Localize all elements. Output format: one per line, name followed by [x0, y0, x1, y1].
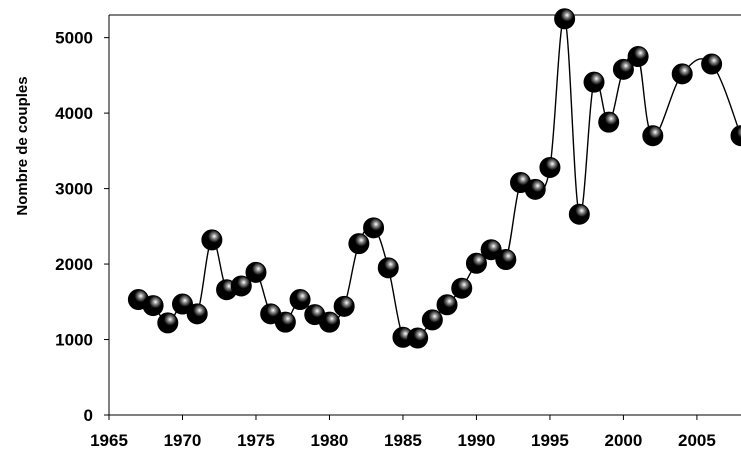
- data-point: [627, 46, 649, 68]
- data-point: [451, 277, 473, 299]
- x-tick-label: 1975: [237, 431, 275, 450]
- data-point: [377, 257, 399, 279]
- data-point: [568, 203, 590, 225]
- data-point: [730, 125, 741, 147]
- data-point: [348, 233, 370, 255]
- y-tick-label: 5000: [55, 29, 93, 48]
- data-point: [274, 311, 296, 333]
- plot-area: [108, 14, 741, 416]
- x-tick-label: 1970: [164, 431, 202, 450]
- y-tick-label: 1000: [55, 331, 93, 350]
- data-point: [583, 71, 605, 93]
- y-axis-title: Nombre de couples: [14, 76, 31, 215]
- data-point: [407, 327, 429, 349]
- x-tick-label: 1990: [458, 431, 496, 450]
- y-tick-label: 0: [84, 406, 93, 425]
- x-tick-label: 1965: [90, 431, 128, 450]
- data-point: [524, 178, 546, 200]
- data-point: [480, 239, 502, 261]
- y-tick-label: 3000: [55, 180, 93, 199]
- data-point: [186, 303, 208, 325]
- y-axis-ticks: 0 1000 2000 3000 4000 5000: [55, 29, 109, 425]
- data-point: [598, 111, 620, 133]
- data-point: [465, 252, 487, 274]
- data-point: [201, 229, 223, 251]
- data-point: [701, 53, 723, 75]
- x-tick-label: 1995: [531, 431, 569, 450]
- data-point: [333, 295, 355, 317]
- data-point: [171, 293, 193, 315]
- y-tick-label: 4000: [55, 104, 93, 123]
- data-point: [421, 309, 443, 331]
- x-axis-ticks: 1965 1970 1975 1980 1985 1990 1995 2000 2005: [90, 415, 716, 450]
- data-point: [142, 295, 164, 317]
- data-point: [612, 58, 634, 80]
- data-point: [363, 217, 385, 239]
- x-tick-label: 2005: [678, 431, 716, 450]
- data-point: [245, 261, 267, 283]
- x-tick-label: 2000: [605, 431, 643, 450]
- data-point: [289, 289, 311, 311]
- data-point: [495, 249, 517, 271]
- data-point: [671, 63, 693, 85]
- data-point: [157, 312, 179, 334]
- y-tick-label: 2000: [55, 255, 93, 274]
- data-point: [436, 294, 458, 316]
- data-point: [642, 125, 664, 147]
- data-point: [539, 156, 561, 178]
- series-group: [127, 8, 741, 349]
- data-point: [318, 311, 340, 333]
- data-point: [230, 275, 252, 297]
- x-tick-label: 1985: [384, 431, 422, 450]
- x-tick-label: 1980: [311, 431, 349, 450]
- data-point: [554, 8, 576, 30]
